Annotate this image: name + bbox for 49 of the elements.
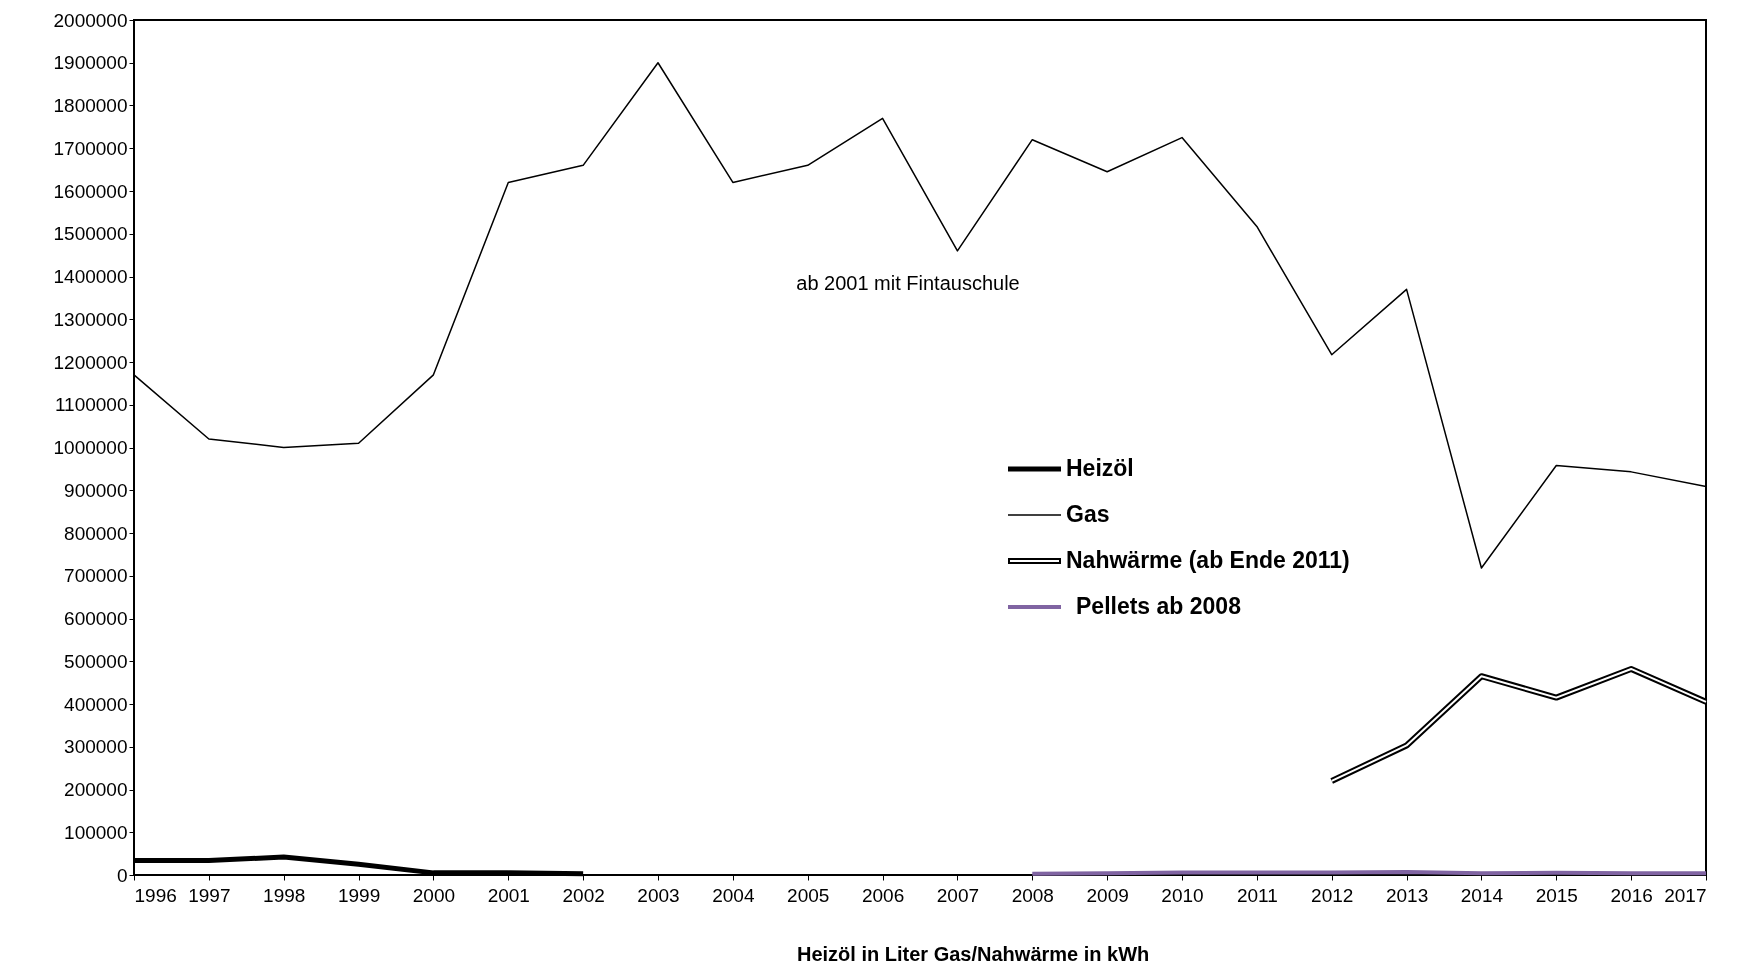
y-tick-label: 200000 — [64, 779, 128, 800]
annotation: ab 2001 mit Fintauschule — [796, 272, 1020, 294]
y-tick-label: 1600000 — [53, 180, 128, 202]
y-tick-label: 600000 — [64, 608, 128, 629]
x-tick-label: 2008 — [1011, 884, 1054, 906]
x-tick-label: 2000 — [412, 884, 456, 906]
x-tick-label: 2009 — [1086, 884, 1129, 906]
x-tick-label: 2004 — [712, 884, 755, 906]
y-tick-label: 900000 — [64, 479, 128, 501]
x-tick-label: 2001 — [487, 884, 530, 906]
x-tick-label: 2012 — [1311, 884, 1354, 906]
x-tick-label: 2014 — [1460, 884, 1504, 906]
y-tick-label: 1000000 — [53, 437, 128, 458]
x-tick-label: 2017 — [1664, 884, 1707, 906]
x-tick-label: 2002 — [562, 884, 605, 906]
y-tick-label: 1200000 — [53, 351, 128, 373]
legend-label: Heizöl — [1066, 455, 1134, 481]
y-tick-label: 700000 — [64, 565, 128, 587]
y-tick-label: 1300000 — [53, 308, 128, 330]
y-tick-label: 1900000 — [53, 52, 128, 74]
legend-label: Pellets ab 2008 — [1076, 593, 1242, 619]
y-tick-label: 100000 — [64, 821, 128, 843]
x-tick-label: 2005 — [787, 884, 830, 906]
y-tick-label: 1500000 — [53, 223, 128, 245]
x-tick-label: 1997 — [188, 884, 231, 906]
x-tick-label: 1999 — [337, 884, 381, 906]
x-tick-label: 2006 — [861, 884, 905, 906]
x-tick-label: 2013 — [1385, 884, 1429, 906]
x-tick-label: 2011 — [1236, 884, 1278, 906]
legend-label: Gas — [1066, 501, 1110, 527]
y-tick-label: 1800000 — [53, 95, 128, 116]
y-tick-label: 1700000 — [53, 137, 128, 159]
y-tick-label: 1400000 — [53, 266, 128, 287]
y-tick-label: 0 — [116, 864, 128, 886]
y-tick-label: 300000 — [64, 736, 128, 758]
y-tick-label: 1100000 — [54, 394, 128, 416]
x-tick-label: 2016 — [1610, 884, 1653, 906]
x-tick-label: 2003 — [637, 884, 680, 906]
y-tick-label: 500000 — [64, 650, 128, 672]
x-tick-label: 2010 — [1161, 884, 1204, 906]
x-tick-label: 2015 — [1535, 884, 1578, 906]
text: Heizöl in Liter Gas/Nahwärme in kWh — [797, 943, 1150, 965]
y-tick-label: 2000000 — [53, 9, 128, 31]
y-tick-label: 400000 — [64, 693, 128, 715]
x-tick-label: 1996 — [134, 884, 177, 906]
x-tick-label: 1998 — [263, 884, 306, 906]
legend-label: Nahwärme (ab Ende 2011) — [1066, 547, 1350, 573]
x-tick-label: 2007 — [936, 884, 980, 906]
y-tick-label: 800000 — [64, 522, 128, 544]
